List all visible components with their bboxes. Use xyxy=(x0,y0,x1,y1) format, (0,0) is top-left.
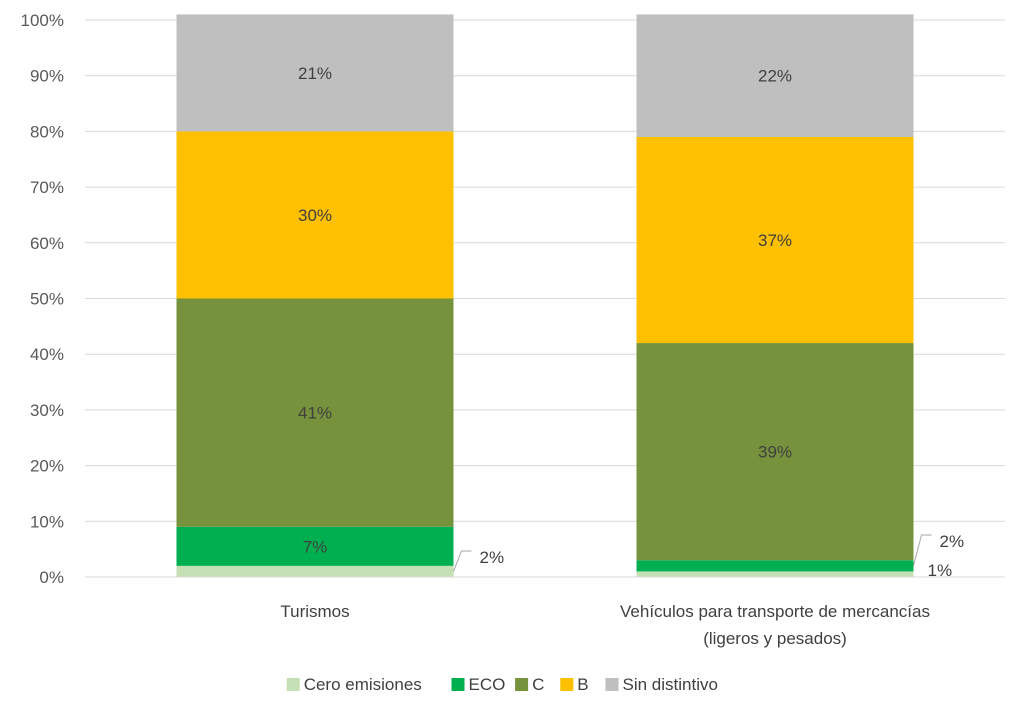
y-tick-label: 70% xyxy=(30,178,64,197)
data-label-b-1: 30% xyxy=(298,206,332,225)
bar-c-1 xyxy=(176,298,454,527)
y-tick-label: 90% xyxy=(30,67,64,86)
y-tick-label: 20% xyxy=(30,457,64,476)
data-label-c-1: 41% xyxy=(298,404,332,423)
y-tick-label: 10% xyxy=(30,512,64,531)
bar-b-2 xyxy=(636,136,914,344)
y-tick-label: 60% xyxy=(30,234,64,253)
bar-b-1 xyxy=(176,131,454,299)
category-label: Vehículos para transporte de mercancías xyxy=(620,602,930,621)
bar-c-2 xyxy=(636,343,914,561)
legend-item-sin-distintivo: Sin distintivo xyxy=(605,675,718,694)
legend-item-eco: ECO xyxy=(451,675,506,694)
legend-item-cero-emisiones: Cero emisiones xyxy=(286,675,422,694)
legend-swatch xyxy=(515,678,529,691)
data-label-eco-2: 2% xyxy=(940,532,965,551)
y-tick-label: 30% xyxy=(30,401,64,420)
data-label-b-2: 37% xyxy=(758,231,792,250)
data-label-cero-emisiones-2: 1% xyxy=(928,561,953,580)
y-tick-label: 40% xyxy=(30,345,64,364)
legend-swatch xyxy=(560,678,574,691)
legend-swatch xyxy=(451,678,465,691)
bars xyxy=(176,14,914,577)
bar-sin-distintivo-2 xyxy=(636,14,914,137)
bar-cero-emisiones-2 xyxy=(636,571,914,577)
data-label-eco-1: 7% xyxy=(303,537,328,556)
legend-swatch xyxy=(605,678,619,691)
legend-label: C xyxy=(532,675,544,694)
data-label-c-2: 39% xyxy=(758,443,792,462)
x-axis: Turismos Vehículos para transporte de mer… xyxy=(85,576,1005,648)
leader-line xyxy=(453,550,472,572)
category-label: Turismos xyxy=(280,602,349,621)
bar-eco-1 xyxy=(176,526,454,566)
y-tick-label: 0% xyxy=(39,568,64,587)
leader-line xyxy=(913,534,932,566)
data-label-sin-distintivo-1: 21% xyxy=(298,64,332,83)
data-label-sin-distintivo-2: 22% xyxy=(758,67,792,86)
y-tick-label: 50% xyxy=(30,290,64,309)
bar-cero-emisiones-1 xyxy=(176,565,454,577)
data-label-cero-emisiones-1: 2% xyxy=(480,548,505,567)
category-label: (ligeros y pesados) xyxy=(703,629,847,648)
y-tick-label: 80% xyxy=(30,122,64,141)
y-tick-label: 100% xyxy=(21,11,64,30)
legend-label: B xyxy=(577,675,588,694)
legend-item-b: B xyxy=(560,675,589,694)
y-axis: 0% 10% 20% 30% 40% 50% 60% 70% 80% 90% 100% xyxy=(21,11,64,587)
legend-swatch xyxy=(286,678,300,691)
legend: Cero emisiones ECO C B Sin distintivo xyxy=(286,675,718,694)
legend-item-c: C xyxy=(515,675,544,694)
bar-eco-2 xyxy=(636,560,914,572)
legend-label: Cero emisiones xyxy=(304,675,422,694)
legend-label: ECO xyxy=(469,675,506,694)
data-labels: 7% 41% 30% 21% 2% 39% 37% 22% 1% 2% xyxy=(298,64,964,580)
bar-sin-distintivo-1 xyxy=(176,14,454,132)
legend-label: Sin distintivo xyxy=(623,675,718,694)
